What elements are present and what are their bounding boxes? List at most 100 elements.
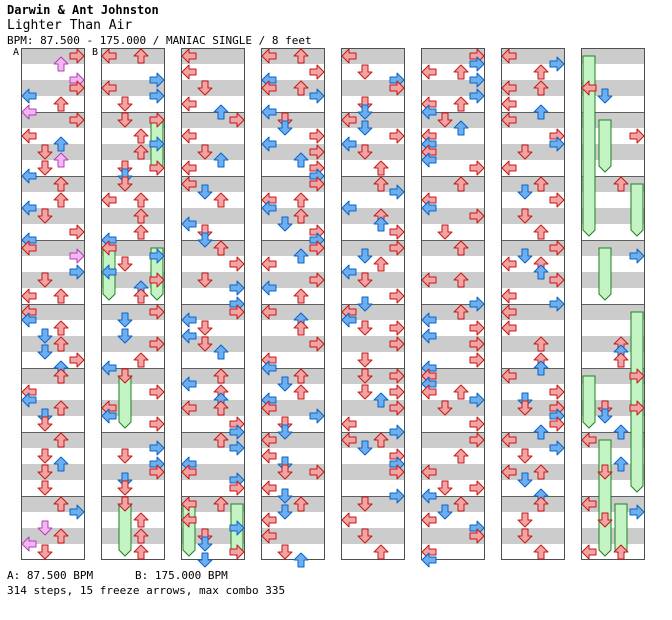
step-arrow-right [149, 440, 165, 456]
step-arrow-right [149, 464, 165, 480]
step-arrow-left [261, 512, 277, 528]
step-arrow-left [101, 48, 117, 64]
step-arrow-left [261, 432, 277, 448]
step-arrow-right [469, 336, 485, 352]
step-arrow-left [21, 200, 37, 216]
beat-stripe [421, 528, 485, 544]
step-arrow-down [517, 512, 533, 528]
beat-stripe [261, 496, 325, 512]
beat-stripe [501, 304, 565, 320]
step-arrow-right [629, 400, 645, 416]
step-arrow-down [197, 552, 213, 568]
beat-stripe [21, 432, 85, 448]
step-arrow-down [37, 160, 53, 176]
step-arrow-up [533, 464, 549, 480]
beat-stripe [501, 48, 565, 64]
step-arrow-right [229, 304, 245, 320]
step-arrow-right [549, 56, 565, 72]
step-arrow-down [357, 296, 373, 312]
step-arrow-left [501, 304, 517, 320]
step-arrow-left [21, 240, 37, 256]
step-arrow-up [533, 336, 549, 352]
step-arrow-down [357, 120, 373, 136]
step-arrow-right [229, 544, 245, 560]
chart-stats: 314 steps, 15 freeze arrows, max combo 3… [7, 584, 286, 597]
step-arrow-down [517, 472, 533, 488]
step-arrow-left [341, 432, 357, 448]
beat-stripe [341, 80, 405, 96]
beat-stripe [421, 272, 485, 288]
bpm-a-legend: A: 87.500 BPM [7, 569, 94, 582]
step-arrow-down [357, 384, 373, 400]
beat-stripe [181, 496, 245, 512]
step-arrow-right [629, 128, 645, 144]
step-arrow-right [69, 352, 85, 368]
beat-stripe [421, 48, 485, 64]
step-arrow-left [21, 288, 37, 304]
beat-stripe [261, 368, 325, 384]
column-border [341, 48, 405, 560]
step-arrow-right [149, 72, 165, 88]
step-arrow-right [469, 88, 485, 104]
step-arrow-up [293, 384, 309, 400]
step-arrow-left [21, 536, 37, 552]
beat-stripe [421, 112, 485, 128]
beat-stripe [181, 464, 245, 480]
step-arrow-right [309, 272, 325, 288]
step-arrow-left [261, 136, 277, 152]
step-arrow-right [469, 392, 485, 408]
step-arrow-left [21, 88, 37, 104]
step-arrow-down [117, 256, 133, 272]
step-arrow-right [469, 72, 485, 88]
freeze-arrow [182, 503, 196, 557]
step-arrow-right [309, 128, 325, 144]
step-arrow-right [309, 144, 325, 160]
step-arrow-left [261, 304, 277, 320]
beat-stripe [581, 528, 645, 544]
step-arrow-right [309, 408, 325, 424]
step-arrow-right [389, 424, 405, 440]
step-arrow-right [309, 464, 325, 480]
step-arrow-down [197, 80, 213, 96]
step-arrow-right [229, 256, 245, 272]
beat-stripe [581, 176, 645, 192]
step-arrow-right [469, 480, 485, 496]
step-arrow-up [533, 104, 549, 120]
beat-stripe [261, 432, 325, 448]
step-arrow-down [357, 104, 373, 120]
step-arrow-left [501, 288, 517, 304]
beat-stripe [21, 208, 85, 224]
beat-stripe [181, 336, 245, 352]
step-arrow-up [533, 80, 549, 96]
step-arrow-up [453, 496, 469, 512]
beat-stripe [581, 368, 645, 384]
step-arrow-down [197, 272, 213, 288]
beat-stripe [101, 304, 165, 320]
step-arrow-down [37, 464, 53, 480]
step-arrow-left [21, 392, 37, 408]
beat-stripe [341, 336, 405, 352]
freeze-arrow [598, 439, 612, 557]
step-arrow-down [277, 376, 293, 392]
freeze-arrow [598, 119, 612, 173]
step-arrow-right [389, 464, 405, 480]
step-arrow-up [213, 432, 229, 448]
beat-stripe [21, 272, 85, 288]
beat-stripe [421, 304, 485, 320]
step-arrow-right [69, 48, 85, 64]
step-arrow-right [149, 336, 165, 352]
step-arrow-right [149, 304, 165, 320]
beat-stripe [101, 464, 165, 480]
step-arrow-left [181, 496, 197, 512]
step-arrow-left [501, 464, 517, 480]
beat-stripe [261, 272, 325, 288]
step-arrow-up [53, 96, 69, 112]
beat-stripe [341, 48, 405, 64]
beat-stripe [581, 80, 645, 96]
step-arrow-right [309, 336, 325, 352]
step-arrow-up [293, 552, 309, 568]
beat-stripe [181, 48, 245, 64]
step-arrow-left [581, 496, 597, 512]
step-arrow-right [229, 112, 245, 128]
beat-stripe [181, 400, 245, 416]
